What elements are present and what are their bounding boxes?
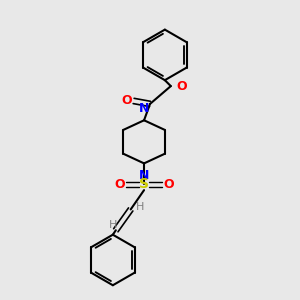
Text: O: O [122, 94, 132, 107]
Text: H: H [136, 202, 144, 212]
Text: O: O [163, 178, 174, 191]
Text: N: N [139, 169, 149, 182]
Text: O: O [114, 178, 125, 191]
Text: H: H [109, 220, 117, 230]
Text: S: S [139, 177, 149, 191]
Text: O: O [176, 80, 187, 93]
Text: N: N [139, 102, 149, 115]
